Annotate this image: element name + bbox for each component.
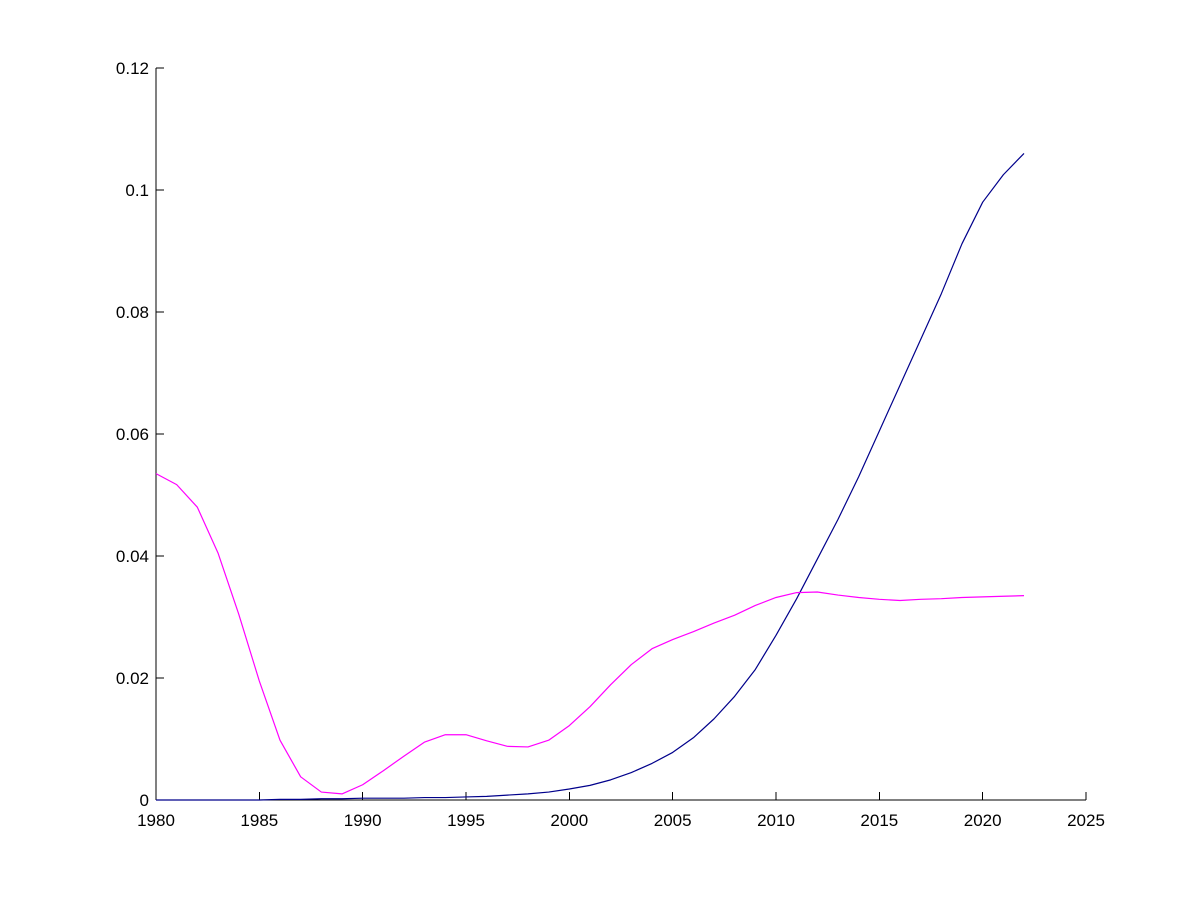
x-tick-label: 1995: [447, 811, 485, 830]
y-tick-label: 0.1: [125, 181, 149, 200]
y-tick-label: 0.06: [116, 425, 149, 444]
x-tick-label: 2010: [757, 811, 795, 830]
axes: 1980 1985 1990 1995 2000 2005 2010 2015 2020 2025…: [116, 59, 1105, 830]
series-line-1: [156, 152, 1025, 801]
x-tick-label: 2020: [964, 811, 1002, 830]
x-tick-label: 1980: [137, 811, 175, 830]
x-tick-label: 1990: [344, 811, 382, 830]
y-tick-label: 0.02: [116, 669, 149, 688]
plot-lines: [155, 152, 1025, 801]
x-tick-label: 2025: [1067, 811, 1105, 830]
series-line-2: [155, 473, 1025, 795]
x-tick-label: 2015: [860, 811, 898, 830]
x-tick-label: 2005: [654, 811, 692, 830]
y-tick-label: 0.04: [116, 547, 149, 566]
y-tick-label: 0: [140, 791, 149, 810]
y-tick-label: 0.12: [116, 59, 149, 78]
y-tick-label: 0.08: [116, 303, 149, 322]
x-tick-label: 1985: [240, 811, 278, 830]
x-tick-label: 2000: [550, 811, 588, 830]
